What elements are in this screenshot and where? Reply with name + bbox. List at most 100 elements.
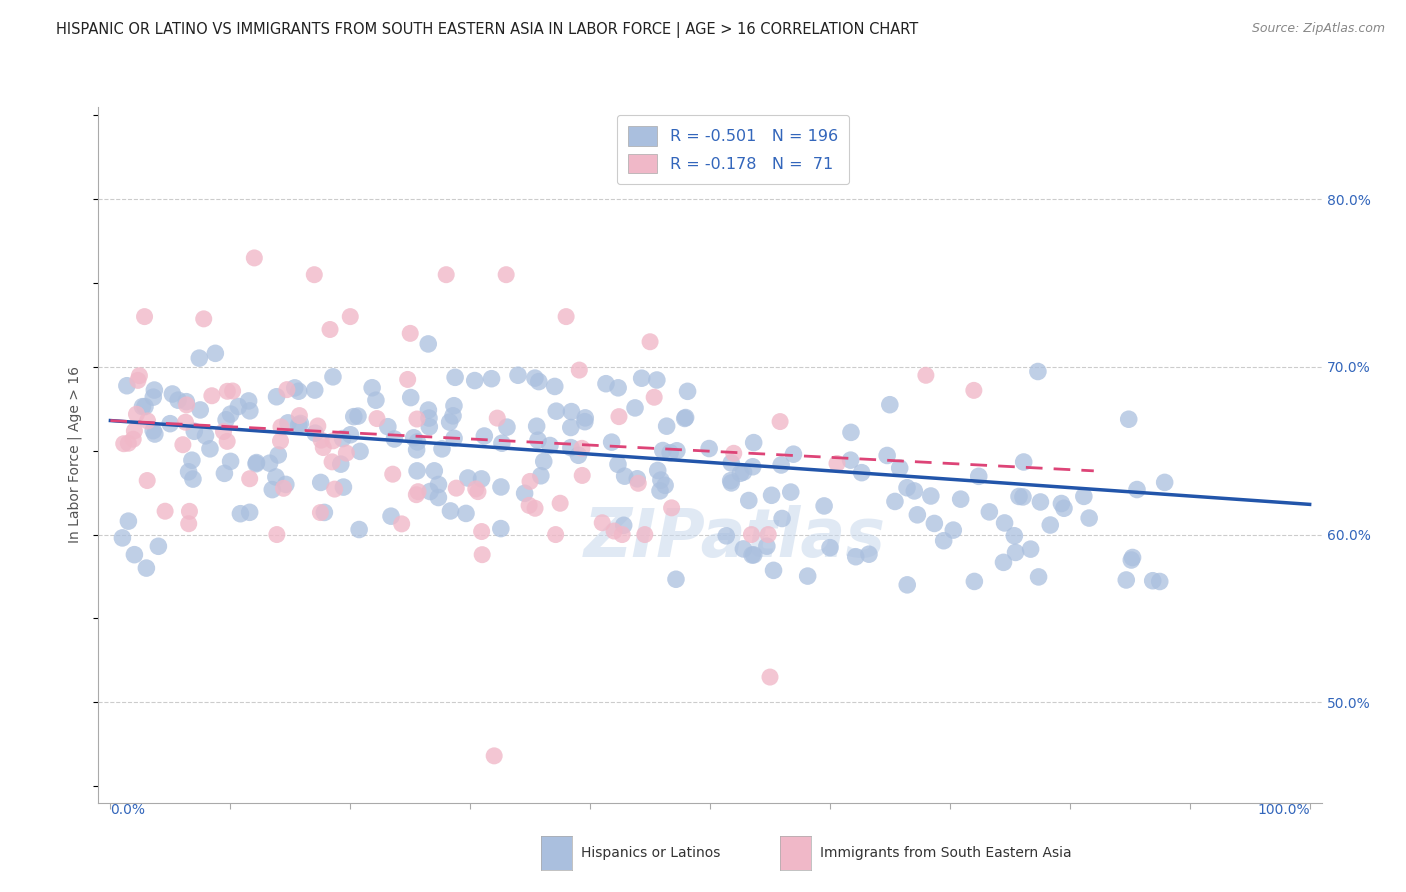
Point <box>323 482 346 496</box>
Point <box>650 473 672 487</box>
Point <box>180 453 202 467</box>
Point <box>307 419 329 434</box>
Point <box>560 404 582 418</box>
Point <box>634 527 657 541</box>
Point <box>574 415 596 429</box>
Point <box>645 373 668 387</box>
Point <box>309 475 332 490</box>
Point <box>905 508 928 522</box>
Point <box>219 407 242 421</box>
Point <box>560 441 582 455</box>
Point <box>1012 455 1035 469</box>
Point <box>1153 475 1175 490</box>
Point <box>915 368 938 383</box>
Point <box>571 468 593 483</box>
Point <box>304 426 326 441</box>
Point <box>204 346 226 360</box>
Point <box>153 504 176 518</box>
Point <box>319 322 342 336</box>
Point <box>179 504 201 518</box>
Point <box>627 476 650 491</box>
Point <box>188 351 211 365</box>
Point <box>117 436 139 450</box>
Point <box>949 492 972 507</box>
Point <box>229 507 252 521</box>
Point <box>347 523 370 537</box>
Point <box>482 748 505 763</box>
Point <box>1012 490 1035 504</box>
Point <box>329 457 352 471</box>
Point <box>665 443 688 458</box>
Point <box>654 478 676 492</box>
Point <box>1053 501 1076 516</box>
Point <box>364 393 387 408</box>
Point <box>920 489 942 503</box>
Point <box>655 419 678 434</box>
Point <box>993 555 1015 569</box>
Point <box>277 416 299 430</box>
Point <box>262 483 284 497</box>
Point <box>858 547 880 561</box>
Point <box>112 436 135 450</box>
Point <box>761 488 783 502</box>
Point <box>530 468 553 483</box>
Point <box>506 368 529 383</box>
Point <box>661 500 683 515</box>
Point <box>309 433 332 447</box>
Point <box>491 436 513 450</box>
Point <box>1073 489 1095 503</box>
Point <box>287 417 309 432</box>
Point <box>486 411 509 425</box>
Point <box>382 432 405 446</box>
Point <box>591 516 613 530</box>
Point <box>143 383 166 397</box>
Point <box>304 268 326 282</box>
Point <box>148 539 170 553</box>
Point <box>219 454 242 468</box>
Point <box>638 334 661 349</box>
Point <box>194 429 217 443</box>
Point <box>1078 511 1101 525</box>
Point <box>454 507 477 521</box>
Point <box>495 268 517 282</box>
Point <box>270 434 292 448</box>
Point <box>665 572 688 586</box>
Point <box>366 411 388 425</box>
Point <box>115 378 138 392</box>
Point <box>276 383 298 397</box>
Point <box>136 474 159 488</box>
Text: 0.0%: 0.0% <box>111 803 145 817</box>
Legend: R = -0.501   N = 196, R = -0.178   N =  71: R = -0.501 N = 196, R = -0.178 N = 71 <box>617 115 849 185</box>
Point <box>1008 490 1031 504</box>
Point <box>884 494 907 508</box>
Point <box>212 425 235 439</box>
Point <box>131 400 153 414</box>
Point <box>117 514 139 528</box>
Point <box>924 516 946 531</box>
Point <box>942 523 965 537</box>
Point <box>266 390 288 404</box>
Point <box>600 435 623 450</box>
Point <box>434 268 457 282</box>
Point <box>134 400 156 414</box>
Point <box>567 448 589 462</box>
Point <box>361 381 384 395</box>
Point <box>267 448 290 462</box>
Point <box>284 381 307 395</box>
Point <box>304 383 326 397</box>
Point <box>555 310 578 324</box>
Point <box>624 401 647 415</box>
Point <box>471 548 494 562</box>
Point <box>443 431 465 445</box>
Point <box>381 467 404 482</box>
Point <box>174 415 197 429</box>
Point <box>1002 529 1025 543</box>
Point <box>813 499 835 513</box>
Point <box>332 480 354 494</box>
Point <box>391 516 413 531</box>
Y-axis label: In Labor Force | Age > 16: In Labor Force | Age > 16 <box>67 367 83 543</box>
Point <box>527 434 550 448</box>
Point <box>181 472 204 486</box>
Point <box>464 374 486 388</box>
Point <box>963 574 986 589</box>
